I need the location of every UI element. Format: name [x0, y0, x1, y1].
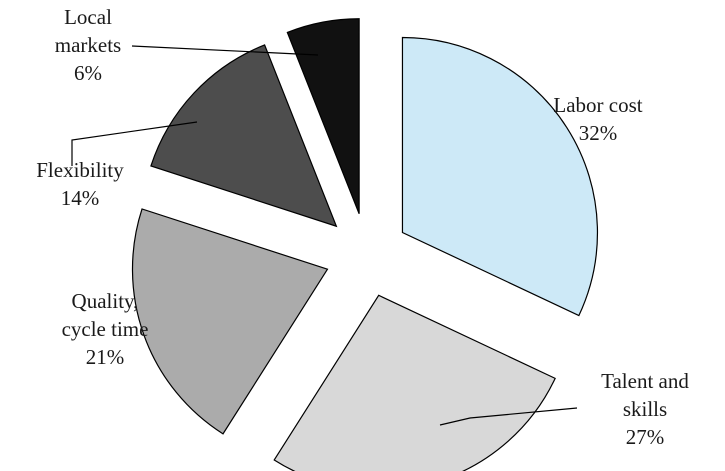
label-talent-and-skills: Talent and skills 27%	[601, 369, 689, 449]
slice-local-markets	[286, 18, 360, 214]
leader-line-flexibility	[71, 121, 198, 166]
category-label-line: Labor cost	[553, 93, 642, 117]
value-label: 32%	[579, 121, 618, 145]
pie-slices	[131, 18, 598, 471]
category-label-line: markets	[55, 33, 121, 57]
label-quality-cycle-time: Quality, cycle time 21%	[62, 289, 149, 369]
value-label: 21%	[86, 345, 125, 369]
leader-line-talent-and-skills	[439, 407, 578, 426]
slice-labels: Labor cost 32% Talent and skills 27% Quality,…	[36, 5, 689, 449]
label-labor-cost: Labor cost 32%	[553, 93, 642, 145]
leader-lines	[71, 45, 578, 426]
value-label: 6%	[74, 61, 102, 85]
value-label: 27%	[626, 425, 665, 449]
slice-talent-and-skills	[273, 294, 556, 471]
category-label-line: cycle time	[62, 317, 149, 341]
slice-quality-cycle-time	[131, 208, 329, 435]
category-label-line: Flexibility	[36, 158, 124, 182]
slice-flexibility	[150, 44, 338, 228]
category-label-line: Talent and	[601, 369, 689, 393]
label-flexibility: Flexibility 14%	[36, 158, 124, 210]
label-local-markets: Local markets 6%	[55, 5, 121, 85]
category-label-line: Quality,	[72, 289, 139, 313]
leader-line-local-markets	[131, 45, 319, 56]
category-label-line: skills	[623, 397, 667, 421]
value-label: 14%	[61, 186, 100, 210]
slice-labor-cost	[401, 36, 598, 317]
category-label-line: Local	[64, 5, 112, 29]
